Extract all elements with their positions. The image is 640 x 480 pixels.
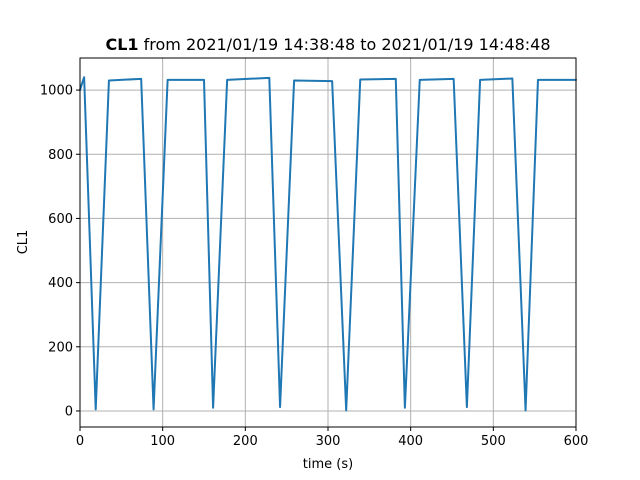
x-tick-label: 400 — [398, 434, 423, 449]
y-tick-label: 400 — [48, 276, 73, 291]
chart-title: CL1 from 2021/01/19 14:38:48 to 2021/01/… — [105, 35, 550, 54]
x-tick-label: 500 — [481, 434, 506, 449]
y-tick-label: 800 — [48, 148, 73, 163]
x-tick-label: 300 — [316, 434, 341, 449]
x-tick-label: 100 — [150, 434, 175, 449]
y-tick-label: 600 — [48, 212, 73, 227]
y-tick-label: 1000 — [40, 84, 73, 99]
y-axis-label: CL1 — [16, 230, 31, 255]
x-tick-label: 0 — [76, 434, 84, 449]
y-tick-label: 200 — [48, 340, 73, 355]
ticks: 0 100 200 300 400 500 600 0 200 400 600 800 1000 — [40, 84, 589, 449]
chart-title-rest: from 2021/01/19 14:38:48 to 2021/01/19 1… — [139, 35, 551, 54]
series-line — [79, 76, 577, 412]
x-axis-label: time (s) — [303, 457, 353, 472]
x-tick-label: 600 — [564, 434, 589, 449]
y-tick-label: 0 — [65, 404, 73, 419]
chart-title-bold: CL1 — [105, 35, 138, 54]
x-tick-label: 200 — [233, 434, 258, 449]
series-layer — [79, 76, 577, 412]
